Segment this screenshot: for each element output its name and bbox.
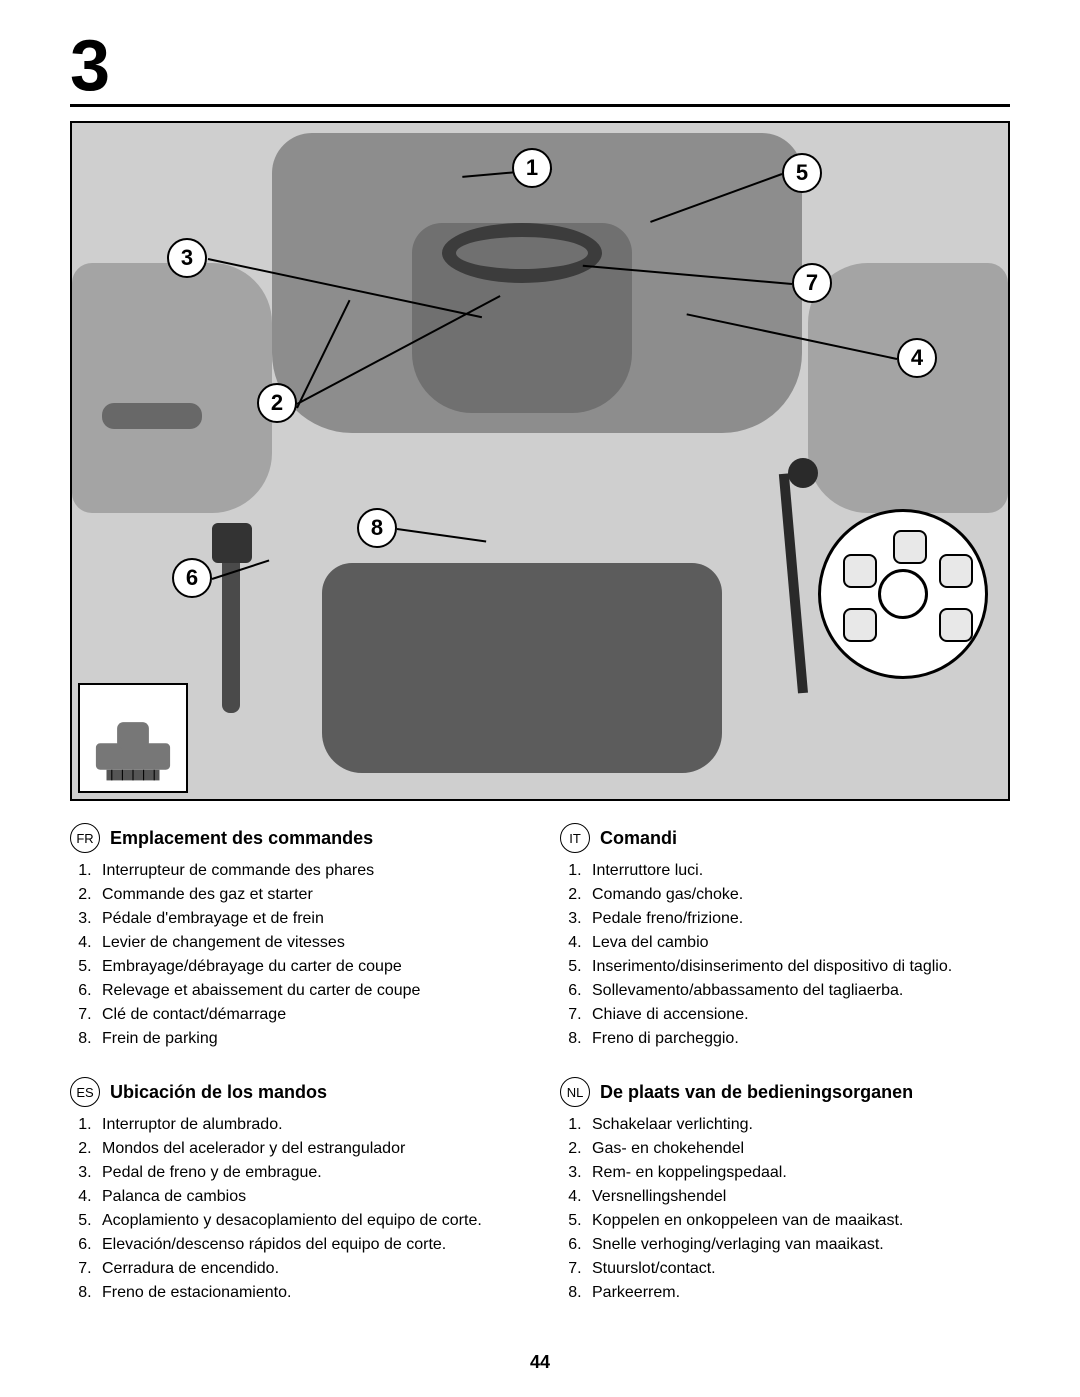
ignition-position-icon xyxy=(843,554,877,588)
control-item: Frein de parking xyxy=(96,1027,520,1051)
horizontal-rule xyxy=(70,104,1010,107)
control-item: Rem- en koppelingspedaal. xyxy=(586,1161,1010,1185)
control-list: Schakelaar verlichting.Gas- en chokehend… xyxy=(560,1113,1010,1305)
lang-title: Emplacement des commandes xyxy=(110,828,373,849)
control-item: Interruttore luci. xyxy=(586,859,1010,883)
callout-8: 8 xyxy=(357,508,397,548)
lang-heading: NL De plaats van de bedieningsorganen xyxy=(560,1077,1010,1107)
control-item: Koppelen en onkoppeleen van de maaikast. xyxy=(586,1209,1010,1233)
control-item: Interruptor de alumbrado. xyxy=(96,1113,520,1137)
control-item: Levier de changement de vitesses xyxy=(96,931,520,955)
control-list: Interruptor de alumbrado.Mondos del acel… xyxy=(70,1113,520,1305)
control-list: Interruttore luci.Comando gas/choke.Peda… xyxy=(560,859,1010,1051)
control-item: Interrupteur de commande des phares xyxy=(96,859,520,883)
control-item: Pedal de freno y de embrague. xyxy=(96,1161,520,1185)
callout-5: 5 xyxy=(782,153,822,193)
lang-heading: FR Emplacement des commandes xyxy=(70,823,520,853)
lang-badge: ES xyxy=(70,1077,100,1107)
ignition-position-icon xyxy=(939,608,973,642)
lang-block-fr: FR Emplacement des commandes Interrupteur … xyxy=(70,823,520,1051)
mower-icon xyxy=(80,685,186,791)
mini-inset-illustration xyxy=(78,683,188,793)
lang-badge: IT xyxy=(560,823,590,853)
control-item: Embrayage/débrayage du carter de coupe xyxy=(96,955,520,979)
callout-4: 4 xyxy=(897,338,937,378)
gear-lever xyxy=(779,473,808,693)
ignition-position-icon xyxy=(893,530,927,564)
fender-right xyxy=(808,263,1008,513)
control-item: Gas- en chokehendel xyxy=(586,1137,1010,1161)
control-item: Relevage et abaissement du carter de cou… xyxy=(96,979,520,1003)
deck-lift-handle xyxy=(102,403,202,429)
manual-page: 3 15374286 FREm xyxy=(0,0,1080,1397)
control-item: Freno di parcheggio. xyxy=(586,1027,1010,1051)
control-item: Parkeerrem. xyxy=(586,1281,1010,1305)
lang-title: Comandi xyxy=(600,828,677,849)
control-item: Stuurslot/contact. xyxy=(586,1257,1010,1281)
lang-heading: ES Ubicación de los mandos xyxy=(70,1077,520,1107)
callout-6: 6 xyxy=(172,558,212,598)
lang-block-it: IT Comandi Interruttore luci.Comando gas/c… xyxy=(560,823,1010,1051)
control-item: Elevación/descenso rápidos del equipo de… xyxy=(96,1233,520,1257)
control-item: Sollevamento/abbassamento del tagliaerba… xyxy=(586,979,1010,1003)
control-item: Commande des gaz et starter xyxy=(96,883,520,907)
callout-2: 2 xyxy=(257,383,297,423)
section-number: 3 xyxy=(70,30,1010,102)
controls-diagram: 1 5 3 7 4 2 8 6 xyxy=(70,121,1010,801)
control-item: Cerradura de encendido. xyxy=(96,1257,520,1281)
lang-block-es: ES Ubicación de los mandos Interruptor de … xyxy=(70,1077,520,1305)
lang-badge: NL xyxy=(560,1077,590,1107)
ignition-switch-icon xyxy=(878,569,928,619)
control-item: Comando gas/choke. xyxy=(586,883,1010,907)
control-item: Mondos del acelerador y del estrangulado… xyxy=(96,1137,520,1161)
left-column: FR Emplacement des commandes Interrupteur … xyxy=(70,823,520,1331)
control-item: Clé de contact/démarrage xyxy=(96,1003,520,1027)
steering-wheel xyxy=(442,223,602,283)
fender-left xyxy=(72,263,272,513)
ignition-position-icon xyxy=(843,608,877,642)
callout-1: 1 xyxy=(512,148,552,188)
text-columns: FR Emplacement des commandes Interrupteur … xyxy=(70,823,1010,1331)
seat xyxy=(322,563,722,773)
control-item: Inserimento/disinserimento del dispositi… xyxy=(586,955,1010,979)
control-item: Palanca de cambios xyxy=(96,1185,520,1209)
control-item: Freno de estacionamiento. xyxy=(96,1281,520,1305)
callout-lead xyxy=(397,528,486,543)
callout-3: 3 xyxy=(167,238,207,278)
page-number: 44 xyxy=(0,1352,1080,1373)
lang-title: De plaats van de bedieningsorganen xyxy=(600,1082,913,1103)
control-item: Chiave di accensione. xyxy=(586,1003,1010,1027)
control-item: Pédale d'embrayage et de frein xyxy=(96,907,520,931)
lang-heading: IT Comandi xyxy=(560,823,1010,853)
control-item: Schakelaar verlichting. xyxy=(586,1113,1010,1137)
control-item: Versnellingshendel xyxy=(586,1185,1010,1209)
ignition-panel xyxy=(818,509,988,679)
ignition-position-icon xyxy=(939,554,973,588)
control-item: Acoplamiento y desacoplamiento del equip… xyxy=(96,1209,520,1233)
control-item: Snelle verhoging/verlaging van maaikast. xyxy=(586,1233,1010,1257)
control-list: Interrupteur de commande des pharesComma… xyxy=(70,859,520,1051)
lang-block-nl: NL De plaats van de bedieningsorganen Scha… xyxy=(560,1077,1010,1305)
control-item: Leva del cambio xyxy=(586,931,1010,955)
control-item: Pedale freno/frizione. xyxy=(586,907,1010,931)
gear-lever-knob xyxy=(788,458,818,488)
right-column: IT Comandi Interruttore luci.Comando gas/c… xyxy=(560,823,1010,1331)
left-lever-grip xyxy=(212,523,252,563)
lang-title: Ubicación de los mandos xyxy=(110,1082,327,1103)
callout-7: 7 xyxy=(792,263,832,303)
lang-badge: FR xyxy=(70,823,100,853)
